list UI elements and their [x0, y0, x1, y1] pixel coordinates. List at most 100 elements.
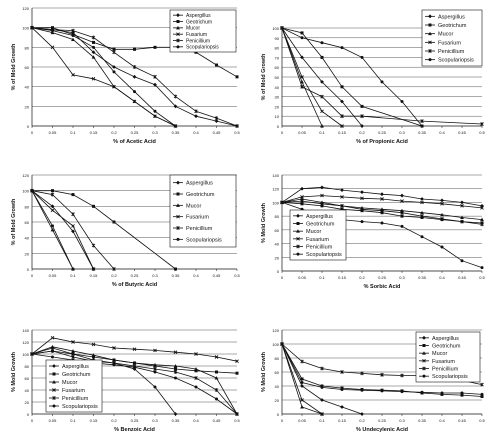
x-tick-label-5: 0.25: [378, 130, 387, 135]
data-point-scopulariopsis: [380, 221, 384, 225]
y-tick-label-3: 60: [25, 65, 30, 70]
data-point-scopulariopsis: [235, 412, 239, 416]
x-tick-label-5: 0.25: [378, 275, 387, 280]
y-tick-label-2: 40: [25, 388, 30, 393]
legend-marker-scopulariopsis: [52, 404, 56, 408]
y-tick-label-6: 120: [272, 328, 279, 333]
y-tick-label-5: 100: [272, 200, 279, 205]
data-point-geotrichum: [320, 204, 324, 208]
data-point-fusarium: [320, 412, 324, 416]
x-tick-label-7: 0.35: [418, 418, 427, 423]
y-tick-label-6: 120: [22, 6, 29, 11]
data-point-penicillium: [153, 367, 157, 371]
legend-label-aspergillus: Aspergillus: [62, 364, 89, 370]
legend-label-penicillium: Penicillium: [186, 38, 210, 44]
legend-label-penicillium: Penicillium: [306, 244, 333, 250]
x-tick-label-8: 0.4: [439, 418, 445, 423]
x-tick-label-3: 0.15: [338, 275, 347, 280]
y-tick-label-1: 20: [275, 255, 280, 260]
x-tick-label-9: 0.45: [458, 130, 467, 135]
x-tick-label-5: 0.25: [131, 273, 140, 278]
data-point-scopulariopsis: [360, 220, 364, 224]
data-point-scopulariopsis: [380, 80, 384, 84]
data-point-penicillium: [320, 366, 324, 371]
y-axis-label: % of Mold Growth: [11, 198, 17, 245]
x-tick-label-3: 0.15: [338, 418, 347, 423]
data-point-scopulariopsis: [400, 224, 404, 228]
data-point-scopulariopsis: [420, 124, 424, 128]
data-point-scopulariopsis: [112, 70, 116, 74]
data-point-penicillium: [112, 267, 116, 271]
data-point-geotrichum: [340, 207, 344, 211]
data-point-mucor: [132, 361, 137, 365]
legend-marker-scopulariopsis: [176, 237, 180, 241]
data-point-geotrichum: [174, 367, 177, 371]
data-point-penicillium: [340, 203, 344, 208]
data-point-geotrichum: [153, 45, 157, 49]
x-tick-label-6: 0.3: [152, 273, 158, 278]
x-axis-label: % Undecylenic Acid: [356, 427, 408, 433]
data-point-aspergillus: [460, 200, 464, 205]
x-tick-label-10: 0.5: [479, 130, 485, 135]
data-point-penicillium: [360, 371, 364, 376]
data-point-scopulariopsis: [480, 266, 484, 270]
data-point-geotrichum: [133, 47, 136, 51]
legend-label-aspergillus: Aspergillus: [186, 13, 211, 19]
data-point-geotrichum: [300, 377, 304, 381]
legend-label-penicillium: Penicillium: [186, 226, 213, 232]
data-point-penicillium: [300, 199, 304, 203]
x-tick-label-5: 0.25: [378, 418, 387, 423]
x-tick-label-5: 0.25: [131, 130, 140, 135]
data-point-mucor: [460, 215, 464, 220]
data-point-scopulariopsis: [380, 389, 384, 393]
data-point-aspergillus: [320, 185, 324, 190]
legend-label-penicillium: Penicillium: [432, 366, 459, 372]
data-point-geotrichum: [300, 31, 304, 35]
y-tick-label-1: 20: [25, 104, 30, 109]
legend-box: [421, 9, 483, 67]
x-axis-label: % of Propionic Acid: [356, 139, 408, 145]
x-tick-label-1: 0.05: [49, 130, 58, 135]
data-point-mucor: [50, 227, 55, 232]
data-point-scopulariopsis: [340, 46, 344, 50]
chart-panel-4: 0 20 40 60 80 100 120 140 0 0.05 0.1 0.15 0.2 0.25 0.3…: [261, 173, 486, 290]
data-point-penicillium: [153, 74, 157, 79]
data-point-penicillium: [320, 201, 324, 206]
legend-label-aspergillus: Aspergillus: [438, 14, 465, 20]
data-point-fusarium: [340, 124, 344, 128]
data-point-fusarium: [214, 355, 219, 359]
y-tick-label-4: 40: [275, 85, 280, 90]
y-tick-label-1: 10: [275, 114, 280, 119]
legend-marker-scopulariopsis: [296, 252, 300, 256]
series-fusarium: [280, 26, 344, 128]
legend-label-scopulariopsis: Scopulariopsis: [186, 45, 219, 51]
legend-label-fusarium: Fusarium: [432, 359, 455, 365]
series-mucor: [30, 344, 239, 416]
data-point-scopulariopsis: [300, 36, 304, 40]
legend-label-aspergillus: Aspergillus: [186, 181, 213, 187]
data-point-fusarium: [132, 99, 137, 104]
data-point-aspergillus: [153, 82, 157, 87]
chart-panel-6: 0 20 40 60 80 100 120 0 0.05 0.1 0.15 0.2 0.25 0.3 0.3…: [261, 328, 486, 433]
data-point-fusarium: [320, 109, 324, 114]
data-point-mucor: [214, 376, 219, 380]
legend-label-fusarium: Fusarium: [186, 32, 207, 38]
legend-marker-mucor: [428, 31, 432, 36]
data-point-geotrichum: [92, 40, 95, 44]
data-point-aspergillus: [340, 188, 344, 192]
series-line-fusarium: [31, 27, 176, 127]
y-tick-label-4: 80: [25, 204, 30, 209]
data-point-fusarium: [194, 352, 198, 356]
y-tick-label-2: 20: [275, 104, 280, 109]
x-tick-label-8: 0.4: [193, 130, 199, 135]
data-point-penicillium: [173, 370, 178, 374]
y-tick-label-3: 60: [275, 228, 280, 233]
y-tick-label-5: 100: [22, 26, 29, 31]
x-tick-label-7: 0.35: [172, 418, 181, 423]
series-line-fusarium: [281, 27, 343, 127]
legend-marker-geotrichum: [428, 23, 432, 27]
x-tick-label-6: 0.3: [152, 130, 158, 135]
data-point-penicillium: [300, 359, 304, 364]
